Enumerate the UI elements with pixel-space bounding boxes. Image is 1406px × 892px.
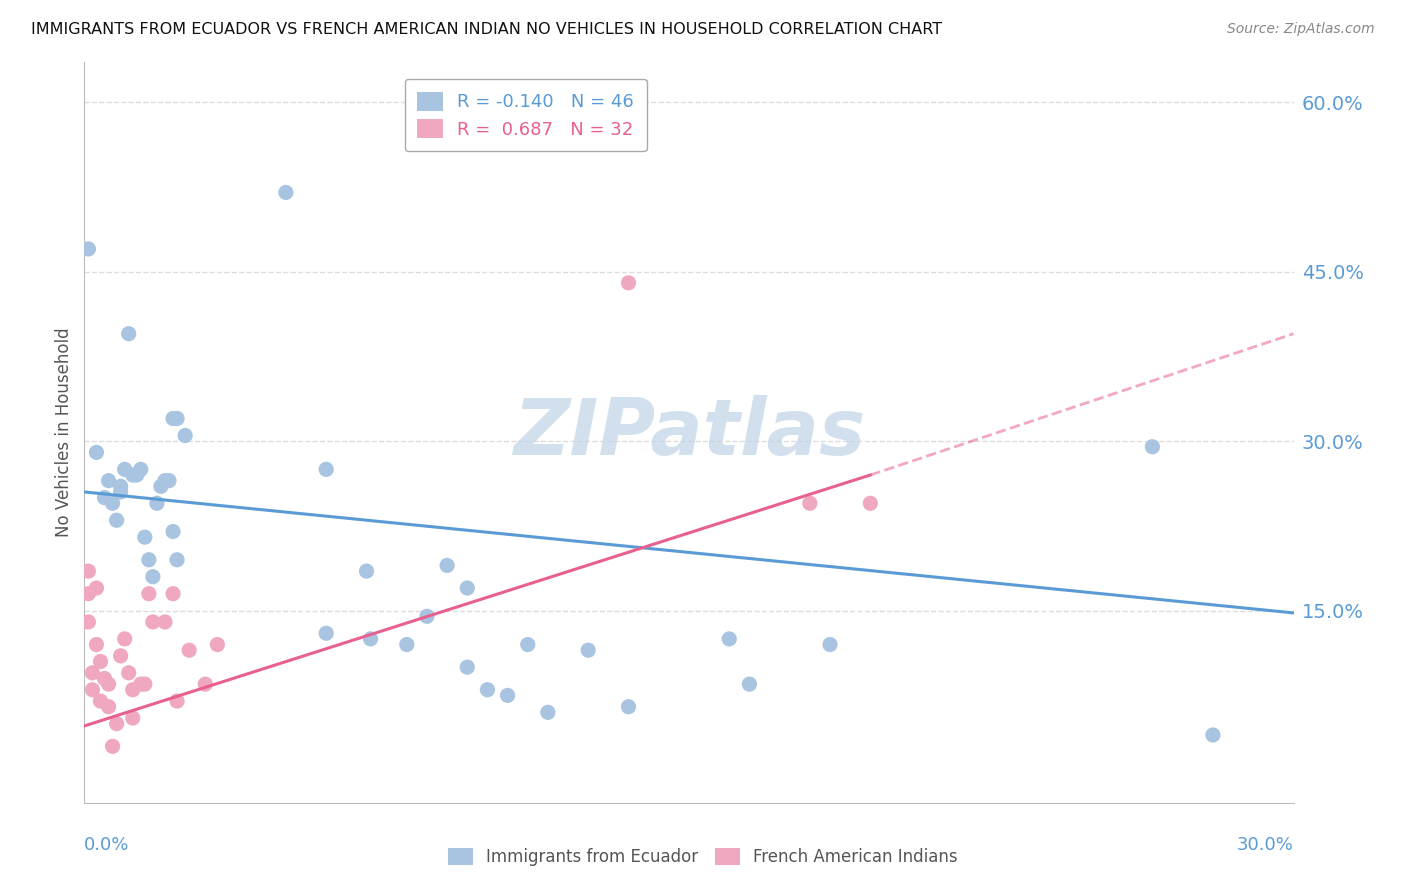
Point — [77, 587, 100, 601]
Point — [125, 468, 148, 483]
Legend: Immigrants from Ecuador, French American Indians: Immigrants from Ecuador, French American… — [441, 841, 965, 873]
Point — [162, 411, 184, 425]
Point — [356, 564, 378, 578]
Point — [166, 411, 188, 425]
Point — [477, 682, 499, 697]
Point — [617, 699, 640, 714]
Point — [93, 491, 115, 505]
Point — [166, 694, 188, 708]
Point — [121, 711, 143, 725]
Point — [82, 665, 104, 680]
Point — [315, 626, 337, 640]
Point — [315, 462, 337, 476]
Point — [360, 632, 382, 646]
Point — [86, 445, 108, 459]
Point — [799, 496, 821, 510]
Point — [121, 682, 143, 697]
Point — [101, 496, 124, 510]
Point — [129, 462, 152, 476]
Point — [149, 479, 172, 493]
Point — [456, 660, 478, 674]
Point — [89, 694, 111, 708]
Point — [114, 632, 136, 646]
Point — [818, 638, 841, 652]
Point — [146, 496, 169, 510]
Text: ZIPatlas: ZIPatlas — [513, 394, 865, 471]
Point — [118, 665, 141, 680]
Point — [142, 615, 165, 629]
Point — [153, 615, 176, 629]
Point — [162, 587, 184, 601]
Point — [194, 677, 217, 691]
Point — [110, 648, 132, 663]
Legend: R = -0.140   N = 46, R =  0.687   N = 32: R = -0.140 N = 46, R = 0.687 N = 32 — [405, 78, 647, 151]
Point — [416, 609, 439, 624]
Point — [97, 699, 120, 714]
Point — [456, 581, 478, 595]
Point — [718, 632, 741, 646]
Point — [1142, 440, 1164, 454]
Point — [114, 462, 136, 476]
Text: Source: ZipAtlas.com: Source: ZipAtlas.com — [1227, 22, 1375, 37]
Point — [576, 643, 599, 657]
Text: 30.0%: 30.0% — [1237, 836, 1294, 855]
Point — [738, 677, 761, 691]
Point — [129, 677, 152, 691]
Point — [82, 682, 104, 697]
Point — [162, 524, 184, 539]
Point — [86, 638, 108, 652]
Point — [89, 655, 111, 669]
Point — [97, 474, 120, 488]
Point — [121, 468, 143, 483]
Y-axis label: No Vehicles in Household: No Vehicles in Household — [55, 327, 73, 538]
Point — [77, 615, 100, 629]
Point — [166, 553, 188, 567]
Point — [134, 530, 156, 544]
Point — [110, 479, 132, 493]
Point — [118, 326, 141, 341]
Point — [77, 564, 100, 578]
Point — [105, 513, 128, 527]
Text: 0.0%: 0.0% — [84, 836, 129, 855]
Point — [1202, 728, 1225, 742]
Text: IMMIGRANTS FROM ECUADOR VS FRENCH AMERICAN INDIAN NO VEHICLES IN HOUSEHOLD CORRE: IMMIGRANTS FROM ECUADOR VS FRENCH AMERIC… — [31, 22, 942, 37]
Point — [93, 672, 115, 686]
Point — [516, 638, 538, 652]
Point — [274, 186, 297, 200]
Point — [496, 689, 519, 703]
Point — [157, 474, 180, 488]
Point — [153, 474, 176, 488]
Point — [537, 706, 560, 720]
Point — [436, 558, 458, 573]
Point — [86, 581, 108, 595]
Point — [859, 496, 882, 510]
Point — [395, 638, 418, 652]
Point — [142, 570, 165, 584]
Point — [179, 643, 201, 657]
Point — [134, 677, 156, 691]
Point — [101, 739, 124, 754]
Point — [138, 587, 160, 601]
Point — [105, 716, 128, 731]
Point — [617, 276, 640, 290]
Point — [97, 677, 120, 691]
Point — [138, 553, 160, 567]
Point — [207, 638, 229, 652]
Point — [110, 485, 132, 500]
Point — [77, 242, 100, 256]
Point — [174, 428, 197, 442]
